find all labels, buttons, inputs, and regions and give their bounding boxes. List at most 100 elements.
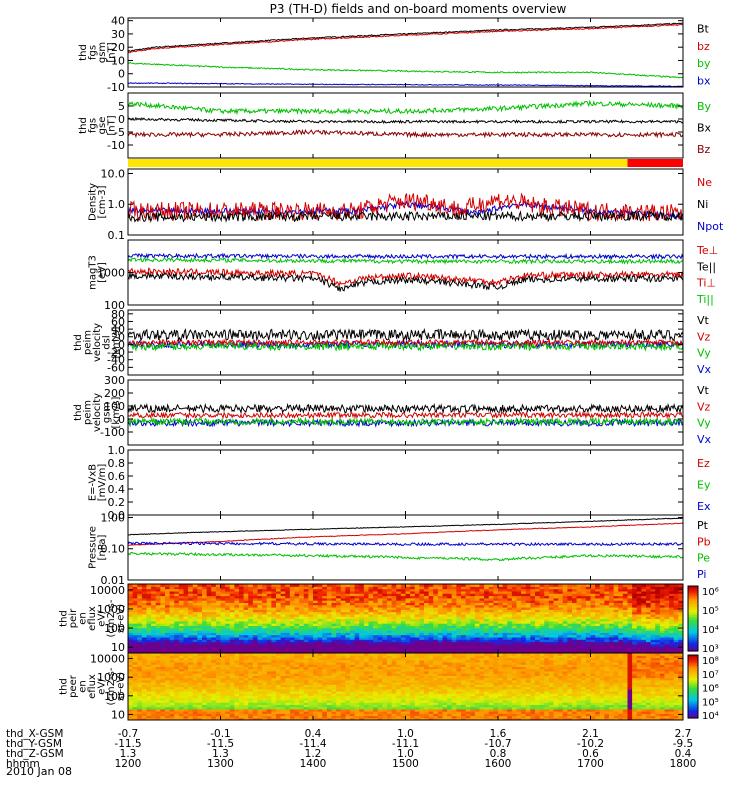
series-fgs-gse-By [128,99,683,116]
frame-efield [127,449,684,516]
colorbar-ion-spectrogram-cell-15 [688,610,698,613]
colorbar-electron-spectrogram-cell-15 [688,678,698,681]
ytick-label-efield-1: 0.8 [108,457,126,470]
footer-value-1-3: -11.1 [392,738,419,750]
ylabel-temperature-1: [eV] [97,262,108,283]
ylabel-velocity-dsl-0: thd [73,334,84,351]
ylabel-velocity-gsm-0: thd [73,404,84,421]
ytick-label-velocity-dsl-4: 0 [118,338,125,351]
footer-value-3-2: 1400 [300,758,327,770]
footer-value-1-4: -10.7 [484,738,511,750]
legend-fgs-gse-0: By [697,100,712,113]
colorbar-ion-spectrogram-cell-24 [688,625,698,628]
series-density-Ne [128,192,683,223]
colorbar-ion-spectrogram-cell-37 [688,646,698,649]
footer-value-2-1: 1.3 [212,748,229,760]
ytick-label-pressure-1: 0.10 [101,543,126,556]
legend-velocity-dsl-2: Vy [697,347,711,360]
colorbar-ion-spectrogram-cell-5 [688,594,698,597]
ytick-label-electron-spectrogram-1: 1000 [97,671,125,684]
ytick-label-fgs-gsm-2: 20 [111,41,125,54]
colorbar-electron-spectrogram-cell-2 [688,658,698,661]
footer-value-2-6: 0.4 [675,748,692,760]
ylabel-velocity-dsl-1: peim [83,330,94,355]
ylabel-electron-spectrogram-2: en [78,680,89,693]
panels-layer: 403020100-10thdfgsgsm[nT]Btbzbybx50-5-10… [59,15,724,722]
ytick-label-efield-4: 0.2 [108,496,126,509]
footer-value-0-6: 2.7 [675,728,692,740]
colorbar-ion-spectrogram-cell-4 [688,592,698,595]
ytick-label-velocity-gsm-1: 200 [104,387,125,400]
ylabel-velocity-dsl-2: velocity [92,323,103,362]
colorbar-ion-spectrogram-cell-0 [688,586,698,589]
ylabel-electron-spectrogram-1: peer [68,674,79,698]
colorbar-electron-spectrogram-cell-36 [688,711,698,714]
colorbar-electron-spectrogram-cell-29 [688,700,698,703]
colorbar-electron-spectrogram-cell-7 [688,666,698,669]
series-pressure-Pe [128,551,683,562]
colorbar-ion-spectrogram-cell-26 [688,628,698,631]
ylabel-temperature-0: magT3 [87,255,98,290]
ylabel-ion-spectrogram-2: en [78,612,89,625]
legend-fgs-gse-2: Bz [697,143,711,156]
colorbar-electron-spectrogram-cell-10 [688,670,698,673]
colorbar-electron-spectrogram-cell-4 [688,661,698,664]
footer-value-0-3: 1.0 [397,728,414,740]
legend-efield-0: Ez [697,457,710,470]
ytick-label-velocity-dsl-6: -40 [107,354,125,367]
colorbar-ion-spectrogram-cell-29 [688,633,698,636]
footer-value-0-0: -0.7 [118,728,139,740]
footer-value-2-5: 0.6 [582,748,599,760]
ylabel-density-0: Density [87,183,98,221]
colorbar-ion-spectrogram-cell-8 [688,599,698,602]
series-temperature-Te|| [128,271,683,292]
ytick-label-temperature-0: 1000 [97,267,125,280]
colorbar-ion-spectrogram-cell-36 [688,644,698,647]
legend-fgs-gsm-0: Bt [697,23,710,36]
series-pressure-Pb [128,522,683,546]
colorbar-electron-spectrogram-cell-25 [688,694,698,697]
ylabel-velocity-dsl-3: dsl [102,335,113,349]
ylabel-fgs-gsm-3: [nT] [106,42,117,62]
footer-value-3-3: 1500 [392,758,419,770]
colorbar-ion-spectrogram-cell-21 [688,620,698,623]
footer-layer: thd_X-GSM -0.7 -0.1 0.4 1.0 1.6 2.1 2.7 thd_Y-GS… [6,728,696,770]
ytick-label-velocity-gsm-4: -100 [100,426,125,439]
colorbar-electron-spectrogram-cell-34 [688,708,698,711]
legend-efield-2: Ex [697,500,711,513]
ytick-label-fgs-gsm-0: 40 [111,15,125,28]
footer-value-0-1: -0.1 [210,728,231,740]
date-label: 2010 Jan 08 [6,765,72,778]
legend-pressure-0: Pt [697,519,709,532]
legend-velocity-gsm-1: Vz [697,400,711,413]
colorbar-ion-spectrogram-cell-10 [688,602,698,605]
footer-value-2-0: 1.3 [120,748,137,760]
ylabel-electron-spectrogram-5: (cm2-s- [106,667,117,705]
footer-value-2-3: 1.0 [397,748,414,760]
ytick-label-ion-spectrogram-1: 1000 [97,603,125,616]
legend-velocity-dsl-3: Vx [697,363,712,376]
colorbar-ion-spectrogram-cell-30 [688,634,698,637]
ylabel-density-1: [cm-3] [97,185,108,218]
ytick-label-velocity-dsl-1: 60 [111,315,125,328]
legend-density-1: Ni [697,198,708,211]
series-velocity-gsm-Vz [128,410,683,420]
colorbar-electron-spectrogram-cell-22 [688,689,698,692]
heatmap-cells-electron-spectrogram [128,653,683,720]
colorbar-label-ion-spectrogram-3: 10³ [702,644,719,655]
colorbar-electron-spectrogram-cell-17 [688,681,698,684]
footer-value-3-0: 1200 [115,758,142,770]
colorbar-electron-spectrogram-cell-30 [688,702,698,705]
colorbar-label-electron-spectrogram-4: 10⁴ [702,711,719,722]
legend-velocity-gsm-3: Vx [697,433,712,446]
ytick-label-velocity-gsm-3: 0 [118,413,125,426]
colorbar-ion-spectrogram-cell-13 [688,607,698,610]
colorbar-ion-spectrogram-cell-27 [688,629,698,633]
footer-value-0-4: 1.6 [490,728,507,740]
colorbar-electron-spectrogram-cell-8 [688,667,698,670]
series-velocity-gsm-Vy [128,416,683,427]
panel-density: 10.0 1.0 0.1 Density[cm-3] Ne Ni Npot [87,167,724,242]
